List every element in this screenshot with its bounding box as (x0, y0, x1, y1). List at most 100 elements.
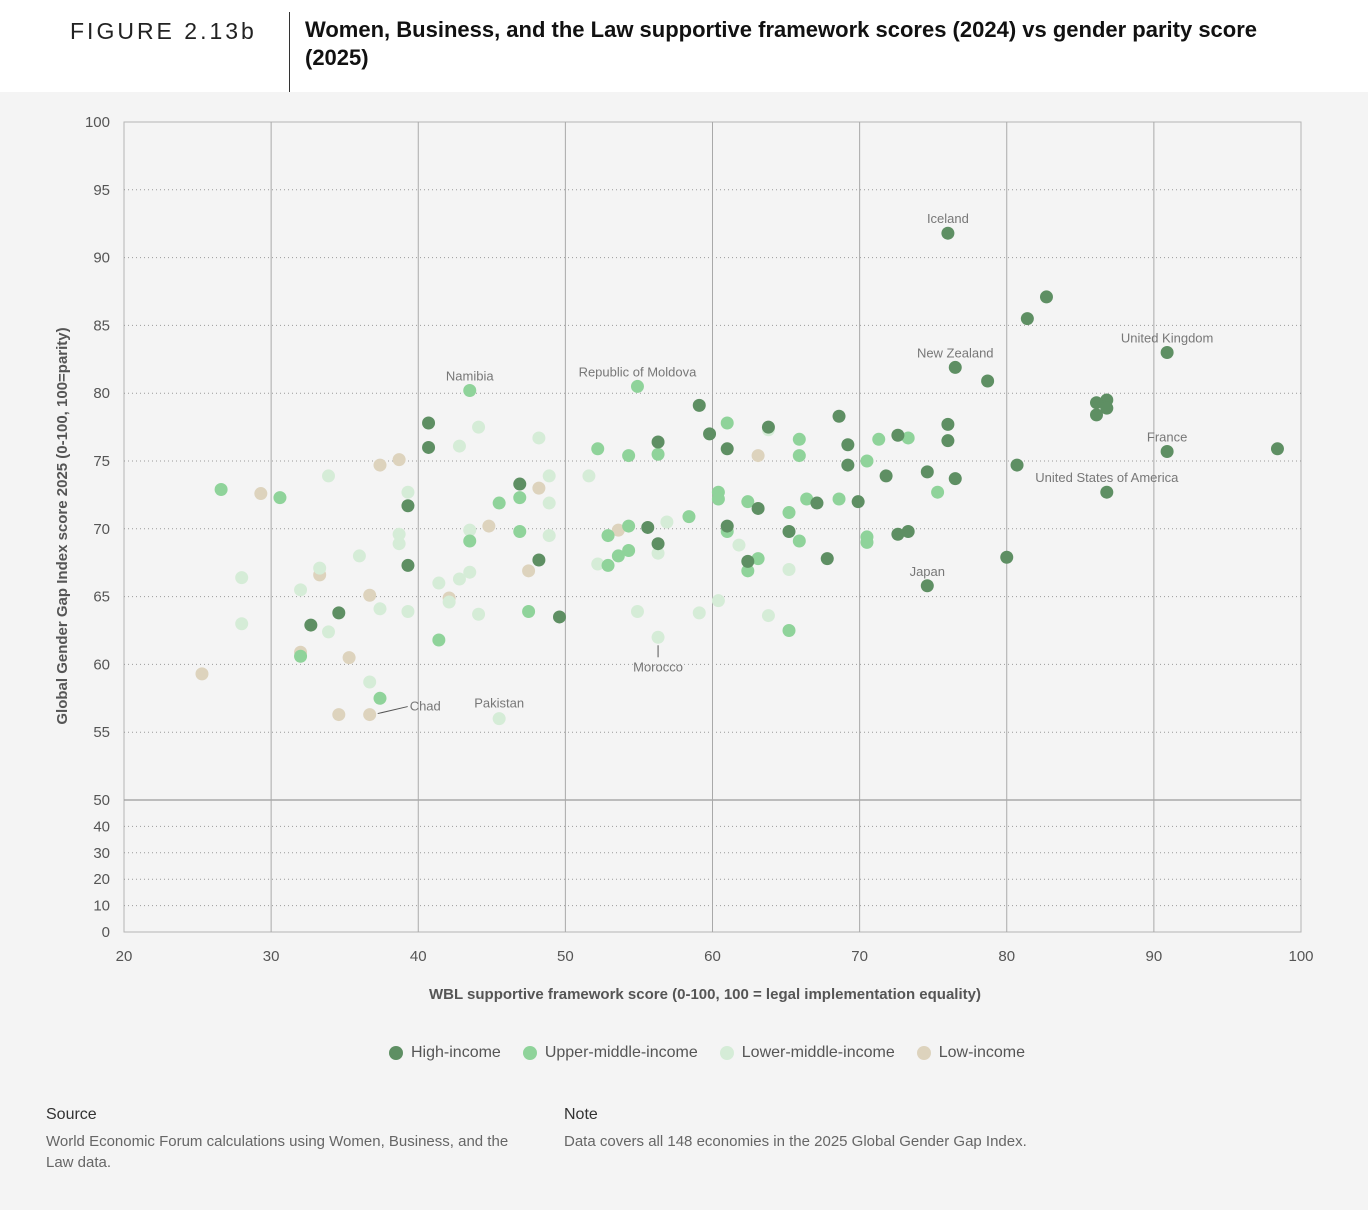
data-point (651, 435, 665, 449)
y-tick-label: 30 (93, 845, 110, 862)
chart-grid (123, 121, 1302, 933)
data-point (452, 439, 466, 453)
data-point (941, 417, 955, 431)
data-point (363, 675, 377, 689)
data-point (860, 535, 874, 549)
data-point (841, 438, 855, 452)
data-point (532, 431, 546, 445)
data-point (651, 546, 665, 560)
x-tick-label: 100 (1288, 948, 1313, 965)
data-point (195, 667, 209, 681)
data-point (682, 510, 696, 524)
legend-label: Upper-middle-income (544, 1044, 698, 1061)
data-point (392, 527, 406, 541)
data-point (611, 523, 625, 537)
y-tick-label: 50 (93, 792, 110, 809)
chart-points (195, 226, 1284, 726)
data-point (1100, 401, 1114, 415)
legend-swatch (719, 1046, 734, 1060)
data-point (1089, 408, 1103, 422)
x-tick-label: 50 (557, 948, 574, 965)
data-point (891, 527, 905, 541)
legend-swatch (389, 1046, 403, 1060)
data-point (981, 374, 995, 388)
x-tick-label: 60 (704, 948, 721, 965)
y-tick-label: 40 (93, 818, 110, 835)
data-point (401, 499, 415, 513)
data-point (294, 649, 308, 663)
data-point (472, 420, 486, 434)
annotation-label: Pakistan (474, 696, 524, 711)
data-point (422, 416, 436, 430)
data-point (542, 469, 556, 483)
data-point (1039, 290, 1053, 304)
data-point (782, 624, 796, 637)
data-point (872, 432, 886, 446)
data-point (322, 625, 336, 639)
data-point (401, 558, 415, 572)
data-point (422, 440, 436, 454)
annotation-label: Iceland (927, 211, 969, 226)
data-point (891, 428, 905, 442)
data-point (294, 583, 308, 597)
y-tick-label: 90 (93, 250, 110, 267)
annotation-label: Japan (910, 564, 945, 579)
data-point (879, 469, 893, 483)
data-point (332, 708, 346, 722)
legend-swatch (522, 1046, 537, 1060)
data-point (630, 379, 644, 393)
data-point (273, 491, 287, 505)
x-tick-label: 80 (998, 948, 1015, 965)
data-point (622, 449, 636, 463)
legend-label: Lower-middle-income (741, 1044, 895, 1061)
x-axis-title: WBL supportive framework score (0-100, 1… (429, 986, 981, 1003)
y-tick-label: 10 (93, 898, 110, 915)
data-note: Note Data covers all 148 economies in th… (564, 1104, 1264, 1152)
data-point (1160, 445, 1174, 459)
data-point (782, 506, 796, 520)
data-point (692, 606, 706, 620)
data-point (711, 594, 725, 608)
data-point (235, 617, 249, 631)
data-point (513, 525, 527, 539)
data-point (622, 543, 636, 557)
data-point (948, 360, 962, 374)
y-tick-label: 55 (93, 724, 110, 741)
data-point (463, 565, 477, 579)
data-point (1270, 442, 1284, 456)
data-point (542, 496, 556, 510)
data-point (832, 492, 846, 506)
data-point (820, 552, 834, 566)
legend-item-lower-middle-income: Lower-middle-income (719, 1044, 895, 1062)
note-text: Data covers all 148 economies in the 202… (564, 1133, 1027, 1150)
source-heading: Source (46, 1106, 97, 1123)
data-point (901, 431, 915, 445)
data-point (601, 558, 615, 572)
data-point (1000, 550, 1014, 564)
data-point (800, 492, 814, 506)
scatter-chart: 0 10 20 30 40 50 55 60 65 70 75 80 85 90 95 100 20 30 40 50… (54, 114, 1314, 965)
y-tick-label: 95 (93, 182, 110, 199)
data-point (532, 553, 546, 567)
data-point (401, 605, 415, 619)
data-point (660, 515, 674, 529)
annotation-label: Morocco (633, 659, 683, 674)
data-point (751, 501, 765, 515)
legend-swatch (916, 1046, 931, 1060)
y-tick-label: 75 (93, 453, 110, 470)
data-point (720, 519, 734, 533)
header-divider (289, 12, 290, 92)
data-point (352, 549, 366, 563)
data-point (432, 633, 446, 647)
data-point (920, 579, 934, 593)
data-point (720, 442, 734, 456)
data-point (741, 554, 755, 568)
data-point (463, 534, 477, 548)
data-point (782, 525, 796, 539)
annotation-label: Chad (410, 699, 441, 714)
annotation-leader (377, 706, 408, 715)
data-point (373, 691, 387, 705)
data-point (761, 420, 775, 434)
data-point (392, 537, 406, 551)
data-point (1020, 312, 1034, 326)
